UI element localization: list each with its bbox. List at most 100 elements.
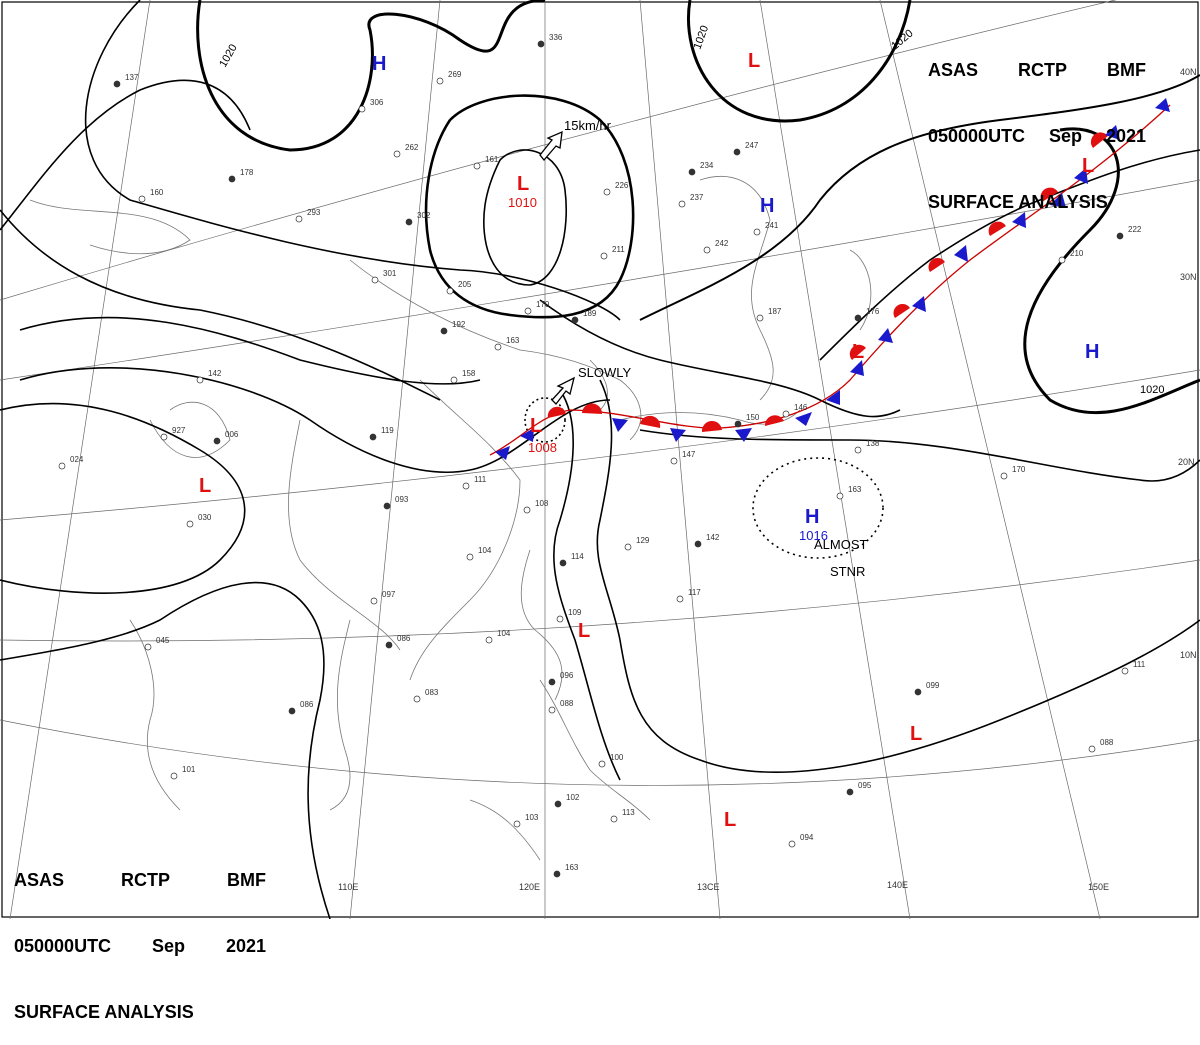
station-circle: [603, 188, 611, 196]
station-pressure-label: 336: [549, 33, 563, 42]
station-circle: [393, 150, 401, 158]
station-circle: [405, 218, 413, 226]
station-circle: [58, 462, 66, 470]
isobar-low-north-outer: [424, 94, 635, 319]
station-pressure-label: 142: [208, 369, 222, 378]
station-pressure-label: 210: [1070, 249, 1084, 258]
station-plots: 137 306 269 336 262 161 178 160 293 302 301 205 192 1…: [58, 33, 1146, 878]
station-circle: [113, 80, 121, 88]
station-circle: [138, 195, 146, 203]
station-pressure-label: 163: [565, 863, 579, 872]
station-circle: [485, 636, 493, 644]
isobar-1012-ridge: [639, 429, 1200, 482]
station-pressure-label: 205: [458, 280, 472, 289]
header-unit: BMF: [226, 870, 266, 890]
station-pressure-label: 030: [198, 513, 212, 522]
stationary-front: [489, 98, 1171, 460]
low-pressure-value: 1010: [508, 195, 537, 210]
cold-front-triangles: [495, 98, 1170, 460]
station-circle: [144, 643, 152, 651]
header-title: SURFACE ANALYSIS: [14, 1002, 194, 1022]
station-pressure-label: 088: [1100, 738, 1114, 747]
longitude-label: 150E: [1088, 882, 1109, 892]
station-pressure-label: 117: [688, 588, 701, 597]
station-pressure-label: 150: [746, 413, 760, 422]
latitude-lines: [0, 0, 1200, 786]
station-circle: [1000, 472, 1008, 480]
low-center-symbol: L: [1082, 155, 1094, 177]
isobar-1012-a: [0, 209, 441, 401]
latitude-label: 30N: [1180, 272, 1197, 282]
header-top-right: ASAS RCTP BMF 050000UTC Sep 2021 SURFACE ANA…: [928, 15, 1146, 235]
pressure-centers: H H H H L L L L L L L L L: [199, 50, 1099, 831]
station-pressure-label: 147: [682, 450, 696, 459]
longitude-label: 13CE: [697, 882, 720, 892]
station-pressure-label: 142: [706, 533, 720, 542]
station-pressure-label: 234: [700, 161, 714, 170]
header-year: 2021: [1105, 126, 1146, 146]
station-pressure-label: 170: [536, 300, 550, 309]
longitude-label: 140E: [887, 880, 908, 890]
station-circle: [836, 492, 844, 500]
station-circle: [914, 688, 922, 696]
header-unit: BMF: [1106, 60, 1146, 80]
station-pressure-label: 176: [866, 307, 880, 316]
station-pressure-label: 111: [1133, 660, 1146, 669]
isobar-label: 1020: [889, 27, 915, 52]
station-pressure-label: 086: [397, 634, 411, 643]
low-center-symbol: L: [852, 341, 864, 363]
station-pressure-label: 093: [395, 495, 409, 504]
station-pressure-label: 237: [690, 193, 704, 202]
isobar-label: 1020: [217, 42, 240, 69]
dotted-isobar-high: [752, 457, 884, 559]
station-circle: [788, 840, 796, 848]
station-circle: [556, 615, 564, 623]
station-circle: [385, 641, 393, 649]
station-pressure-label: 242: [715, 239, 729, 248]
low-center-symbol: L: [199, 475, 211, 497]
weather-map: 1020 1020 1020 1020: [0, 0, 1200, 919]
station-circle: [559, 559, 567, 567]
station-pressure-label: 096: [560, 671, 574, 680]
graticule-labels: 110E 120E 13CE 140E 150E 40N 30N 20N 10N: [338, 67, 1197, 892]
station-pressure-label: 247: [745, 141, 759, 150]
isobar-1012-c: [19, 316, 481, 385]
station-circle: [670, 457, 678, 465]
station-circle: [295, 215, 303, 223]
station-pressure-label: 099: [926, 681, 940, 690]
station-pressure-label: 111: [474, 475, 487, 484]
isobar-low-north: [483, 149, 568, 286]
low-center-symbol: L: [517, 173, 529, 195]
station-circle: [436, 77, 444, 85]
station-circle: [554, 800, 562, 808]
station-circle: [548, 678, 556, 686]
station-pressure-label: 100: [610, 753, 624, 762]
isobar-1020-east: [639, 74, 1200, 321]
station-circle: [513, 820, 521, 828]
station-pressure-label: 113: [622, 808, 635, 817]
station-pressure-label: 114: [571, 552, 584, 561]
station-pressure-label: 178: [240, 168, 254, 177]
motion-label-stnr: STNR: [830, 564, 865, 579]
isobar-1020-west: [84, 0, 621, 321]
map-frame: [1, 1, 1199, 918]
station-pressure-label: 163: [848, 485, 862, 494]
isobar-label: 1020: [692, 24, 712, 51]
motion-label-almost: ALMOST: [814, 537, 868, 552]
isobar-1020-east-loop: [1023, 127, 1200, 415]
station-pressure-label: 101: [182, 765, 196, 774]
station-circle: [598, 760, 606, 768]
station-pressure-label: 170: [1012, 465, 1026, 474]
header-time: 050000UTC: [928, 126, 1026, 146]
station-circle: [756, 314, 764, 322]
station-pressure-label: 006: [225, 430, 239, 439]
station-pressure-label: 192: [452, 320, 466, 329]
station-pressure-label: 211: [612, 245, 625, 254]
station-circle: [186, 520, 194, 528]
station-circle: [1088, 745, 1096, 753]
station-circle: [753, 228, 761, 236]
station-pressure-label: 226: [615, 181, 629, 190]
station-pressure-label: 160: [150, 188, 164, 197]
header-month: Sep: [1049, 126, 1083, 146]
station-circle: [782, 410, 790, 418]
